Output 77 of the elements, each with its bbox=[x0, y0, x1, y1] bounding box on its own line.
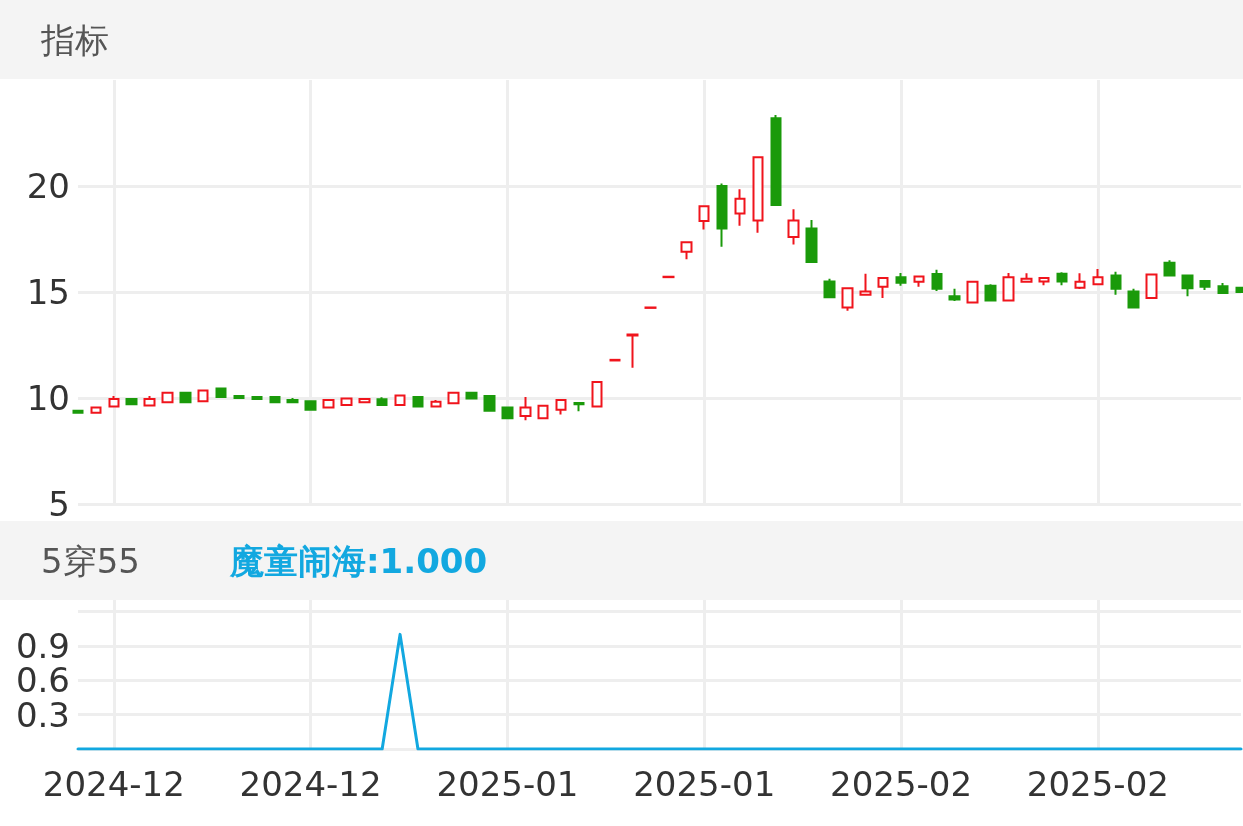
candlestick bbox=[465, 391, 478, 400]
candlestick bbox=[215, 387, 227, 398]
candlestick bbox=[197, 388, 209, 403]
candlestick bbox=[734, 188, 746, 227]
text: 魔童闹海:1.000 bbox=[229, 541, 488, 581]
candlestick bbox=[913, 275, 925, 288]
y-tick-label: 5 bbox=[48, 484, 70, 524]
candlestick bbox=[537, 403, 549, 420]
candlestick bbox=[931, 268, 943, 292]
candlestick bbox=[1163, 259, 1176, 277]
candlestick bbox=[698, 204, 710, 231]
candlestick bbox=[555, 399, 567, 416]
candlestick bbox=[644, 306, 657, 309]
candlestick bbox=[161, 390, 174, 405]
candlestick bbox=[1127, 287, 1140, 309]
x-tick-label: 2025-01 bbox=[436, 764, 579, 804]
candlestick bbox=[501, 406, 514, 421]
candlestick bbox=[519, 395, 532, 422]
candlestick bbox=[233, 394, 245, 401]
candlestick bbox=[591, 380, 603, 408]
candlestick bbox=[895, 271, 907, 287]
candlestick bbox=[1038, 277, 1050, 287]
candlestick bbox=[1092, 268, 1104, 286]
candlestick bbox=[787, 208, 800, 246]
candlestick bbox=[125, 397, 138, 406]
y-tick-label: 15 bbox=[26, 272, 70, 312]
candlestick bbox=[1145, 273, 1158, 299]
candlestick bbox=[447, 390, 460, 405]
candlestick bbox=[179, 390, 192, 405]
candlestick bbox=[430, 399, 442, 408]
candlestick bbox=[483, 394, 496, 412]
candlestick bbox=[805, 218, 818, 263]
candlestick bbox=[1056, 271, 1068, 287]
candlestick bbox=[304, 400, 317, 412]
candlestick bbox=[143, 394, 156, 407]
candlestick bbox=[1002, 271, 1015, 302]
candlestick bbox=[716, 182, 728, 248]
candlestick bbox=[626, 333, 639, 369]
x-tick-label: 2025-02 bbox=[830, 764, 973, 804]
candlestick bbox=[948, 287, 961, 303]
candlestick bbox=[376, 396, 388, 406]
candlestick bbox=[72, 408, 84, 414]
chart-title: 指标 bbox=[40, 20, 109, 60]
candlestick bbox=[841, 286, 854, 312]
candlestick bbox=[1181, 274, 1194, 298]
x-tick-label: 2025-01 bbox=[633, 764, 776, 804]
candlestick bbox=[1110, 270, 1122, 296]
y-tick-label: 20 bbox=[26, 166, 70, 206]
candlestick bbox=[412, 395, 424, 408]
candlestick bbox=[286, 397, 299, 404]
candlestick bbox=[340, 396, 353, 406]
candlestick bbox=[251, 395, 263, 401]
candlestick bbox=[859, 272, 872, 296]
candlestick bbox=[358, 397, 371, 404]
candlestick bbox=[90, 406, 102, 414]
candlestick bbox=[966, 280, 979, 304]
candlestick bbox=[269, 395, 281, 404]
x-tick-label: 2024-12 bbox=[239, 764, 382, 804]
x-tick-label: 2024-12 bbox=[42, 764, 185, 804]
candlestick bbox=[984, 283, 997, 302]
candlestick bbox=[1199, 279, 1211, 291]
candlestick bbox=[1217, 281, 1229, 295]
candlestick bbox=[1074, 272, 1086, 291]
candlestick bbox=[877, 276, 889, 299]
candlestick bbox=[1020, 272, 1033, 283]
candlestick bbox=[823, 277, 836, 299]
candlestick bbox=[394, 394, 406, 407]
candlestick bbox=[662, 275, 675, 279]
candlestick bbox=[752, 156, 764, 234]
candlestick bbox=[322, 399, 335, 410]
candlestick bbox=[770, 113, 782, 207]
candlestick bbox=[573, 401, 585, 413]
candlestick bbox=[108, 394, 120, 408]
y-tick-label: 10 bbox=[26, 378, 70, 418]
candlestick bbox=[680, 240, 693, 261]
x-tick-label: 2025-02 bbox=[1026, 764, 1169, 804]
chart-title: 5穿55 bbox=[41, 541, 140, 581]
